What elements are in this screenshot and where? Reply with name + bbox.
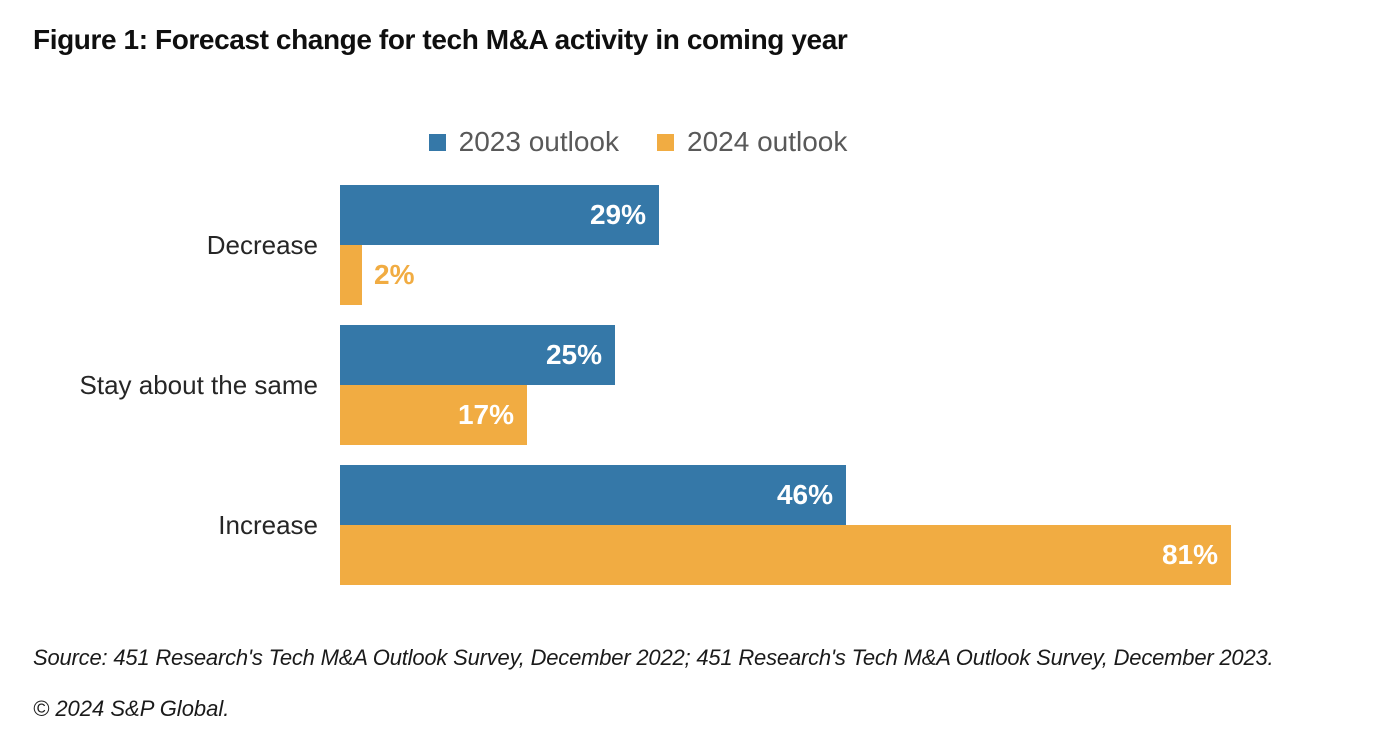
bar-group-stay-about-the-same: Stay about the same 25% 17% [33, 325, 1243, 445]
bar-value-label: 46% [776, 479, 833, 510]
legend-swatch-icon [428, 133, 446, 151]
bar-2023-outlook-increase: 46% [340, 465, 846, 525]
bar-value-label: 81% [1161, 539, 1218, 570]
bar-2024-outlook-stay-about-the-same: 17% [340, 385, 527, 445]
chart-plot-area: Decrease 29% 2% Stay about the same 25% 17% In… [33, 100, 1243, 620]
bar-value-label: 29% [589, 199, 646, 230]
category-label-stay-about-the-same: Stay about the same [79, 369, 318, 400]
bar-2024-outlook-decrease: 2% [340, 245, 414, 305]
bar-2023-outlook-stay-about-the-same: 25% [340, 325, 615, 385]
bar-2023-outlook-decrease: 29% [340, 185, 659, 245]
bar-value-label: 17% [457, 399, 514, 430]
figure-title: Figure 1: Forecast change for tech M&A a… [33, 24, 848, 55]
legend-item-2024-outlook: 2024 outlook [657, 126, 847, 158]
bar-value-label: 25% [545, 339, 602, 370]
legend-label: 2023 outlook [458, 126, 619, 157]
bar-chart: 2023 outlook 2024 outlook Decrease 29% 2% St… [33, 100, 1243, 620]
copyright-note: © 2024 S&P Global. [33, 696, 230, 721]
bar-2024-outlook-increase: 81% [340, 525, 1231, 585]
legend-label: 2024 outlook [687, 126, 848, 157]
bar-group-increase: Increase 46% 81% [33, 465, 1243, 585]
chart-legend: 2023 outlook 2024 outlook [33, 126, 1243, 158]
category-label-increase: Increase [218, 509, 318, 540]
legend-swatch-icon [657, 133, 674, 151]
source-note: Source: 451 Research's Tech M&A Outlook … [33, 645, 1274, 670]
bar-group-decrease: Decrease 29% 2% [33, 185, 1243, 305]
legend-item-2023-outlook: 2023 outlook [428, 126, 619, 158]
bar-value-label: 2% [374, 259, 415, 290]
category-label-decrease: Decrease [206, 229, 318, 260]
